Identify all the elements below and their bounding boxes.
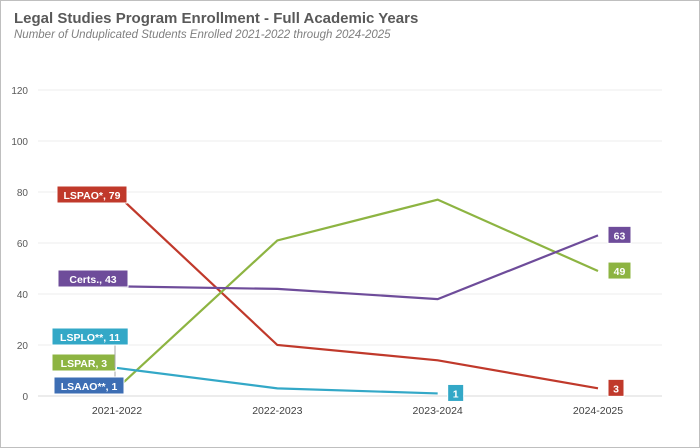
end-data-label-box: [607, 378, 625, 397]
end-data-label: 3: [613, 383, 619, 395]
chart-subtitle: Number of Unduplicated Students Enrolled…: [14, 29, 391, 41]
end-data-label: 1: [453, 388, 459, 400]
start-data-label-box: [53, 376, 125, 395]
x-tick-label: 2023-2024: [413, 405, 463, 417]
start-data-label-box: [57, 269, 129, 288]
y-tick-label: 120: [11, 86, 28, 97]
y-tick-label: 20: [17, 341, 29, 352]
x-tick-label: 2022-2023: [252, 405, 302, 417]
y-tick-label: 40: [17, 290, 29, 301]
start-data-label: LSPAO*, 79: [64, 190, 121, 202]
series-line-certs: [116, 234, 599, 301]
chart-title: Legal Studies Program Enrollment - Full …: [14, 10, 419, 27]
x-tick-label: 2021-2022: [92, 405, 142, 417]
end-data-label: 63: [614, 230, 626, 242]
y-tick-label: 80: [17, 188, 29, 199]
series-line-lsplo: [116, 366, 438, 395]
start-data-label: LSPAR, 3: [61, 358, 108, 370]
end-data-label-box: [447, 383, 465, 402]
end-data-label-box: [607, 225, 632, 244]
start-data-label: Certs., 43: [69, 274, 116, 286]
start-data-label: LSAAO**, 1: [61, 381, 118, 393]
series-line-lspao: [116, 193, 599, 390]
y-tick-label: 100: [11, 137, 28, 148]
start-data-label: LSPLO**, 11: [60, 332, 120, 344]
y-tick-label: 60: [17, 239, 29, 250]
end-data-label-box: [607, 261, 632, 280]
end-data-label: 49: [614, 266, 626, 278]
y-tick-label: 0: [22, 392, 28, 403]
start-data-label-box: [56, 185, 128, 204]
start-data-label-box: [51, 327, 129, 346]
start-data-label-box: [51, 353, 117, 372]
series-line-lspar: [116, 198, 599, 390]
x-tick-label: 2024-2025: [573, 405, 623, 417]
